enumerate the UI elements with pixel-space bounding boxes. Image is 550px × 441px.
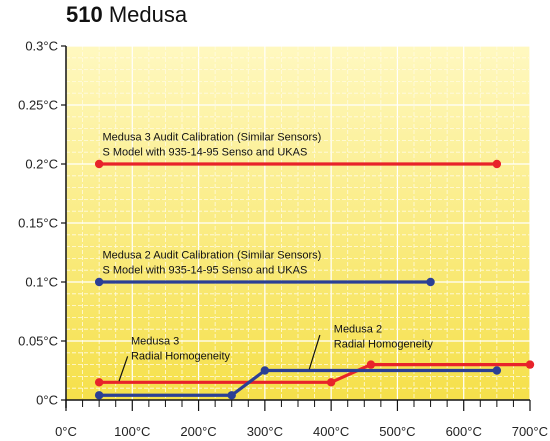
data-point [426, 277, 435, 287]
x-tick-label: 200°C [180, 424, 216, 439]
y-tick-label: 0.05°C [18, 334, 58, 349]
x-tick-label: 500°C [379, 424, 415, 439]
y-tick-label: 0°C [36, 393, 58, 408]
data-point [94, 391, 104, 400]
annotation-1: Medusa 3 Audit Calibration (Similar Sens… [102, 131, 321, 158]
chart-title-text: Medusa [108, 2, 188, 27]
data-point [366, 360, 376, 369]
annotation-text: Medusa 2 [334, 324, 382, 336]
annotations: Medusa 3 Audit Calibration (Similar Sens… [102, 131, 434, 382]
series-line [97, 368, 499, 397]
data-point [525, 360, 535, 369]
data-point [94, 378, 104, 387]
annotation-text: Medusa 3 [131, 336, 179, 348]
series-1 [94, 159, 502, 169]
annotation-text: Medusa 2 Audit Calibration (Similar Sens… [102, 249, 321, 261]
axes: 0°C 0.05°C 0.1°C 0.15°C 0.2°C 0.25°C 0.3°C 0°C 1… [18, 39, 548, 440]
data-point [260, 366, 270, 375]
data-point [94, 159, 104, 169]
x-tick-label: 600°C [446, 424, 482, 439]
data-point [492, 366, 502, 375]
data-point [492, 159, 502, 169]
annotation-pointer [118, 356, 129, 382]
annotation-text: Radial Homogeneity [334, 339, 434, 351]
y-tick-label: 0.15°C [18, 216, 58, 231]
y-tick-label: 0.25°C [18, 98, 58, 113]
y-tick-label: 0.2°C [25, 157, 58, 172]
annotation-text: S Model with 935-14-95 Senso and UKAS [102, 146, 307, 158]
series-2 [94, 277, 435, 287]
series [94, 159, 535, 400]
series-4 [94, 366, 502, 400]
annotation-3: Medusa 3 Radial Homogeneity [118, 336, 231, 382]
x-tick-label: 0°C [55, 424, 77, 439]
data-point [326, 378, 336, 387]
annotation-text: S Model with 935-14-95 Senso and UKAS [102, 264, 307, 276]
chart-title: 510 Medusa [66, 2, 187, 28]
x-tick-label: 100°C [114, 424, 150, 439]
annotation-pointer [308, 334, 321, 370]
annotation-4: Medusa 2 Radial Homogeneity [308, 324, 434, 370]
annotation-text: Medusa 3 Audit Calibration (Similar Sens… [102, 131, 321, 143]
annotation-text: Radial Homogeneity [131, 351, 231, 363]
data-point [94, 277, 104, 287]
annotation-2: Medusa 2 Audit Calibration (Similar Sens… [102, 249, 321, 276]
series-line [97, 363, 532, 384]
x-tick-label: 700°C [512, 424, 548, 439]
series-3 [94, 360, 535, 387]
x-tick-label: 300°C [247, 424, 283, 439]
x-tick-label: 400°C [313, 424, 349, 439]
y-tick-label: 0.1°C [25, 275, 58, 290]
chart-title-number: 510 [66, 2, 103, 27]
y-tick-label: 0.3°C [25, 39, 58, 54]
data-point [227, 391, 236, 400]
